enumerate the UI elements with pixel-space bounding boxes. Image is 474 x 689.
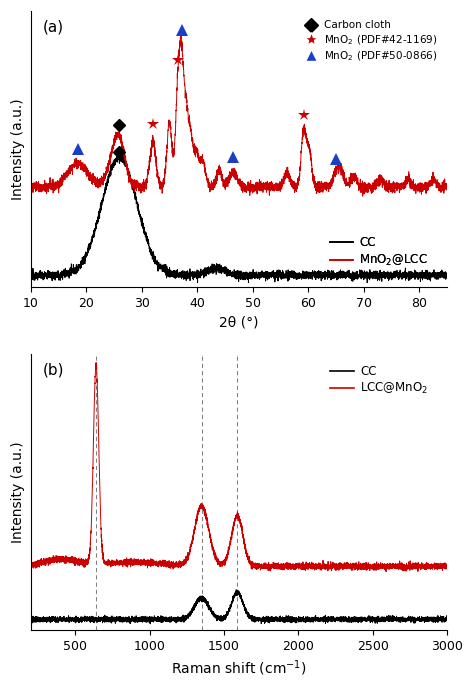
Text: (b): (b) <box>43 362 64 378</box>
Text: (a): (a) <box>43 19 64 34</box>
Legend: CC, MnO$_2$@LCC: CC, MnO$_2$@LCC <box>325 232 433 273</box>
X-axis label: 2θ (°): 2θ (°) <box>219 315 258 329</box>
Y-axis label: Intensity (a.u.): Intensity (a.u.) <box>11 441 25 543</box>
Y-axis label: Intensity (a.u.): Intensity (a.u.) <box>11 99 25 200</box>
Legend: CC, LCC@MnO$_2$: CC, LCC@MnO$_2$ <box>326 360 433 401</box>
X-axis label: Raman shift (cm$^{-1}$): Raman shift (cm$^{-1}$) <box>171 658 307 678</box>
